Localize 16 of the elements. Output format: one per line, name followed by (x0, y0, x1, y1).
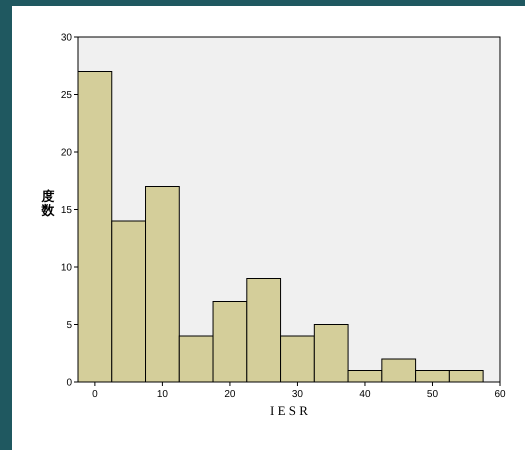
y-tick-label: 5 (66, 320, 72, 331)
y-axis-title: 度数 (40, 188, 56, 218)
y-tick-label: 0 (66, 378, 72, 388)
y-tick-label: 10 (60, 262, 72, 274)
x-tick-label: 40 (359, 389, 371, 400)
y-tick-label: 20 (60, 148, 72, 158)
x-tick-label: 10 (156, 389, 168, 400)
y-tick-label: 25 (60, 90, 72, 101)
y-tick-label: 30 (60, 32, 72, 44)
y-tick-label: 15 (60, 205, 72, 216)
x-tick-label: 30 (292, 389, 304, 400)
x-axis-title: I E S R (270, 403, 308, 418)
x-tick-label: 60 (494, 389, 506, 400)
x-tick-label: 50 (426, 389, 438, 400)
x-tick-label: 20 (224, 389, 236, 400)
x-tick-label: 0 (92, 389, 98, 400)
